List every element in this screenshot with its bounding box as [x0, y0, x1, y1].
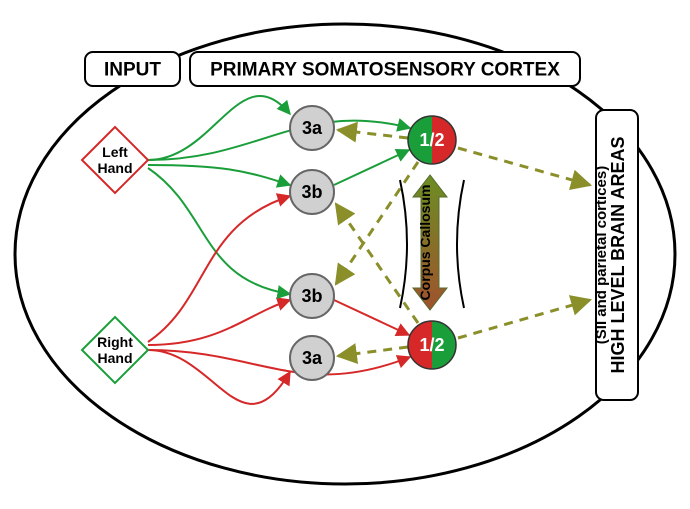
high-level-label-2: (SII and parietal cortices): [593, 166, 610, 344]
node-3a-top: 3a: [290, 106, 334, 150]
svg-text:3b: 3b: [301, 286, 322, 306]
svg-text:Hand: Hand: [98, 160, 133, 176]
svg-text:1/2: 1/2: [419, 335, 444, 355]
svg-text:3a: 3a: [302, 118, 323, 138]
high-level-label-1: HIGH LEVEL BRAIN AREAS: [608, 136, 628, 373]
node-3a-bottom: 3a: [290, 336, 334, 380]
edge-lh-12-top: [148, 121, 410, 160]
node-12-bottom: 1/2: [408, 321, 456, 369]
node-3b-top: 3b: [290, 170, 334, 214]
corpus-callosum-label: Corpus Callosum: [417, 185, 433, 301]
input-label: INPUT: [104, 60, 161, 81]
edges-solid: [148, 96, 410, 404]
edge-12-bot-to-high: [458, 300, 590, 338]
edge-lh-3a-top: [148, 96, 290, 160]
callosum-arc-right: [457, 180, 464, 308]
node-12-top: 1/2: [408, 116, 456, 164]
svg-text:1/2: 1/2: [419, 130, 444, 150]
edge-lh-3b-bot-cross: [148, 168, 290, 294]
edge-3b-top-to-12-top: [334, 150, 409, 185]
callosum-arc-left: [400, 180, 407, 308]
svg-text:Left: Left: [102, 144, 128, 160]
node-3b-bottom: 3b: [290, 274, 334, 318]
edge-12-bot-to-3a-bot: [338, 347, 408, 356]
svg-text:Right: Right: [97, 334, 133, 350]
right-hand-diamond: RightHand: [82, 317, 148, 383]
outer-ellipse: [15, 24, 675, 484]
svg-text:3b: 3b: [301, 182, 322, 202]
edges-dashed: [336, 130, 590, 356]
diagram-root: INPUT PRIMARY SOMATOSENSORY CORTEX HIGH …: [0, 0, 690, 509]
edge-rh-3b-top-cross: [148, 196, 290, 342]
svg-text:Hand: Hand: [98, 350, 133, 366]
edge-12-top-to-3a-top: [338, 130, 408, 138]
svg-text:3a: 3a: [302, 348, 323, 368]
primary-label: PRIMARY SOMATOSENSORY CORTEX: [210, 60, 560, 81]
edge-lh-3b-top: [148, 165, 290, 185]
left-hand-diamond: LeftHand: [82, 127, 148, 193]
edge-12-top-to-high: [458, 148, 590, 185]
edge-3b-bot-to-12-bot: [334, 300, 409, 335]
edge-rh-3a-bot: [148, 350, 290, 404]
